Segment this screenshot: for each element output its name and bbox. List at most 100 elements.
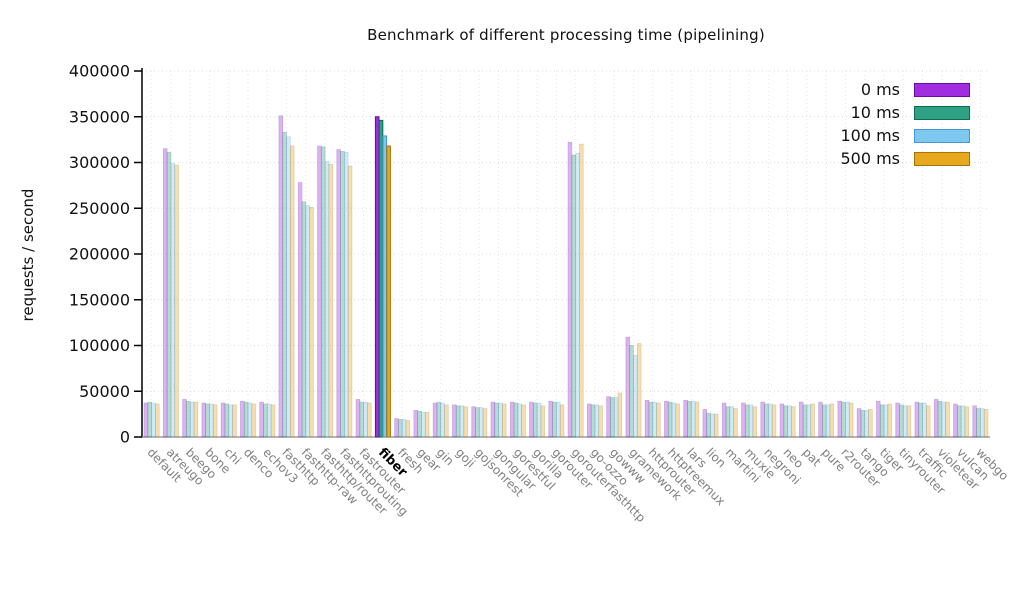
bar-pure-0ms [818,401,823,438]
bar-httptreemux-100ms [671,402,677,438]
bar-neo-0ms [779,403,785,438]
bar-beego-100ms [189,401,195,438]
bar-gorouter-500ms [559,404,565,438]
bar-fresh-0ms [394,418,399,438]
bar-gear-0ms [413,410,418,438]
bar-gorestful-100ms [517,403,522,438]
bar-bone-0ms [201,402,206,438]
legend-swatch-500ms [914,151,970,166]
bar-tinyrouter-10ms [899,404,904,438]
bar-vulcan-100ms [960,405,966,438]
bar-lars-100ms [690,400,696,438]
bar-pat-0ms [799,401,804,438]
bar-goji-10ms [455,405,461,438]
y-tick-label: 150000 [69,290,130,309]
bar-gear-100ms [421,411,426,438]
legend-label: 500 ms [840,149,900,168]
bar-gorouterfasthttp-100ms [575,152,580,438]
bar-violetear-100ms [941,401,946,438]
chart-title: Benchmark of different processing time (… [367,26,765,44]
bar-gongular-100ms [498,402,503,438]
bar-denco-10ms [243,401,249,438]
bar-fresh-100ms [401,419,407,438]
bar-r2router-100ms [845,401,850,438]
bar-fiber-10ms [378,119,384,438]
bar-beego-500ms [193,401,199,438]
bar-gorouter-0ms [548,400,553,438]
bar-gorouterfasthttp-10ms [571,154,576,438]
bar-martini-0ms [721,402,727,438]
bar-fiber-500ms [386,145,391,438]
bar-gojsonrest-10ms [475,407,480,438]
bar-traffic-100ms [922,402,927,438]
bar-fiber-100ms [382,135,388,438]
bar-gorilla-10ms [532,402,538,438]
bar-tango-0ms [856,408,862,438]
bar-fresh-500ms [405,420,411,438]
bar-atreugo-500ms [174,164,179,438]
legend-label: 0 ms [860,80,900,99]
bar-gorilla-100ms [536,402,542,438]
bar-denco-500ms [251,403,256,438]
bar-negroni-100ms [768,403,773,438]
bar-fasthttprouting-0ms [336,149,341,438]
bar-chi-100ms [228,404,233,438]
bar-r2router-0ms [837,400,842,438]
bar-gojsonrest-500ms [482,408,488,438]
bar-atreugo-0ms [163,148,168,438]
bar-fasthttp-100ms [286,136,291,438]
bar-negroni-0ms [760,401,765,438]
bar-lion-0ms [702,409,708,438]
bar-lion-10ms [706,412,711,438]
bar-httptreemux-10ms [667,401,673,438]
bar-r2router-10ms [841,401,846,438]
bar-bone-500ms [212,404,218,438]
legend: 0 ms 10 ms 100 ms 500 ms [760,78,970,170]
legend-item-100ms: 100 ms [760,124,970,147]
bar-go-ozzo-100ms [594,404,600,438]
bar-echov3-100ms [266,403,272,438]
bar-muxie-10ms [744,404,750,438]
bar-fasthttp/router-10ms [320,146,326,438]
bar-default-100ms [151,402,156,438]
y-tick-label: 50000 [79,382,130,401]
bar-echov3-500ms [270,404,276,438]
bar-tiger-500ms [887,403,892,438]
bar-gear-500ms [424,411,430,438]
bar-gorouterfasthttp-500ms [579,143,584,438]
legend-item-500ms: 500 ms [760,147,970,170]
bar-atreugo-10ms [166,152,172,438]
bar-gramework-0ms [625,336,630,438]
bar-httprouter-100ms [652,401,657,438]
bar-martini-10ms [725,406,731,438]
bar-fasthttp/router-0ms [317,145,322,438]
bar-gorilla-0ms [529,401,534,438]
bar-gorouterfasthttp-0ms [567,141,573,438]
bar-httptreemux-500ms [675,403,680,438]
bar-neo-100ms [787,405,792,438]
bar-webgo-100ms [980,408,985,438]
legend-label: 10 ms [850,103,900,122]
bar-gojsonrest-100ms [478,407,484,438]
bar-gramework-100ms [633,355,638,438]
bar-lion-500ms [714,413,719,438]
bar-webgo-0ms [972,405,977,438]
bar-tango-10ms [860,410,866,438]
bar-lion-100ms [710,413,715,438]
bar-martini-500ms [733,408,738,438]
bar-fasthttp-500ms [290,145,295,438]
y-tick-label: 200000 [69,245,130,264]
legend-swatch-0ms [914,82,970,97]
bar-gin-0ms [432,402,438,438]
y-tick-label: 400000 [69,62,130,81]
bar-muxie-500ms [752,406,757,438]
bar-fasthttp-0ms [278,115,284,438]
bar-goji-500ms [463,406,468,438]
bar-gin-500ms [444,404,449,438]
bar-webgo-500ms [983,409,989,438]
bar-fastrouter-100ms [363,401,368,438]
bar-denco-0ms [240,400,245,438]
bar-lars-10ms [687,400,692,438]
bar-violetear-10ms [937,400,943,438]
